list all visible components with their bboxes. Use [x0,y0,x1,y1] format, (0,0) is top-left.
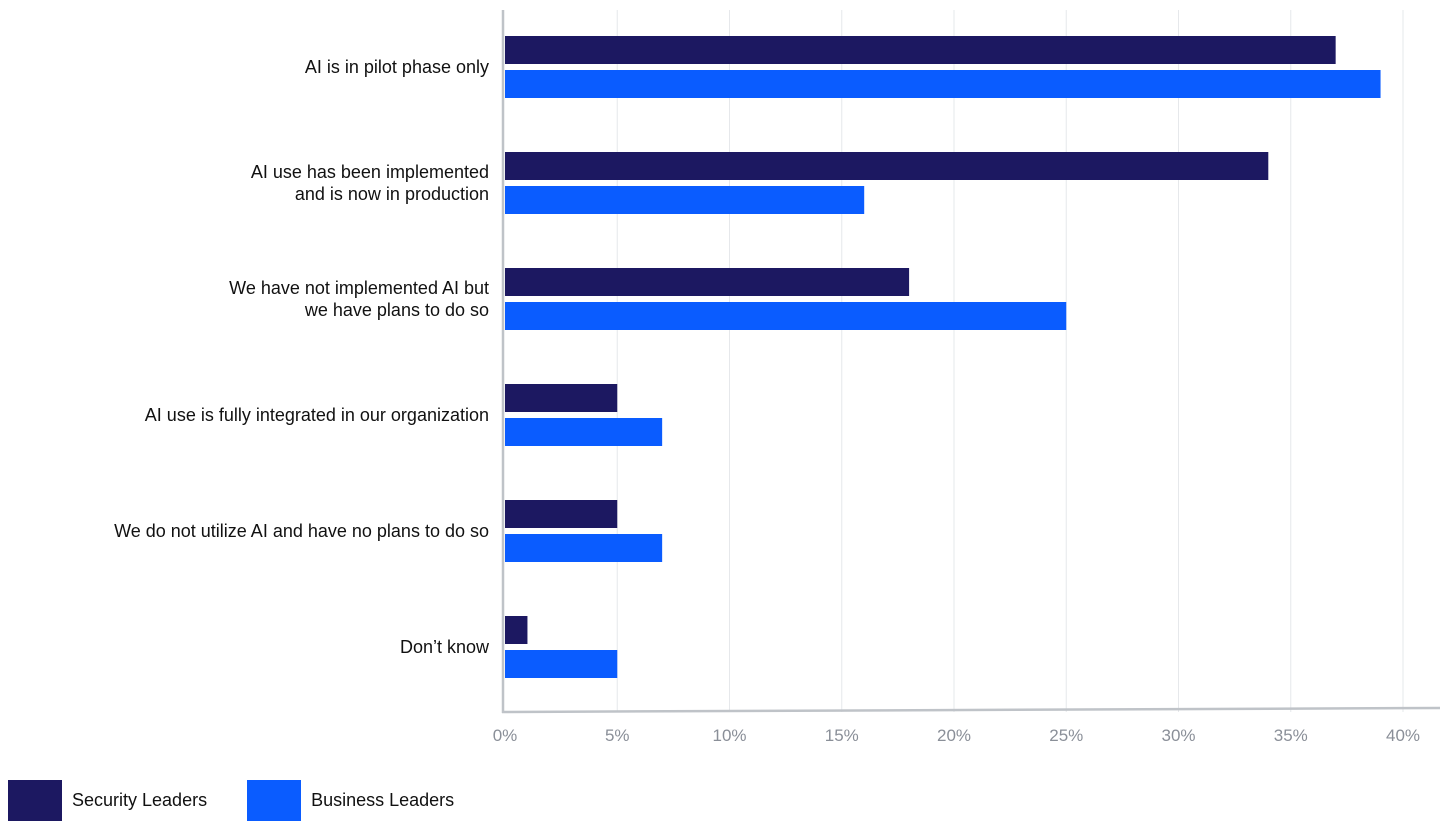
grid-lines [616,10,1404,712]
x-tick-label: 10% [712,726,746,745]
category-label: AI use has been implemented and is now in… [251,162,489,204]
bar-business-leaders[interactable] [505,650,618,678]
bar-security-leaders[interactable] [505,616,528,644]
bar-business-leaders[interactable] [505,534,663,562]
legend-item-security-leaders[interactable]: Security Leaders [8,780,207,821]
bar-business-leaders[interactable] [505,186,865,214]
x-tick-label: 0% [493,726,518,745]
bar-security-leaders[interactable] [505,152,1269,180]
category-labels: AI is in pilot phase only AI use has been… [114,57,490,657]
axes [501,10,1440,714]
x-tick-label: 30% [1161,726,1195,745]
bar-security-leaders[interactable] [505,36,1336,64]
category-label: We have not implemented AI but we have pl… [229,278,489,320]
x-tick-label: 15% [825,726,859,745]
legend-swatch-business-leaders [247,780,302,821]
x-axis-line [501,706,1440,714]
bar-security-leaders[interactable] [505,500,618,528]
category-label: We do not utilize AI and have no plans t… [114,521,489,541]
x-tick-label: 20% [937,726,971,745]
legend-label-security-leaders: Security Leaders [72,790,208,810]
bar-security-leaders[interactable] [505,268,910,296]
bar-business-leaders[interactable] [505,418,663,446]
bar-business-leaders[interactable] [505,70,1381,98]
legend: Security Leaders Business Leaders [8,780,494,821]
category-label: AI use is fully integrated in our organi… [145,405,489,425]
bar-chart: AI is in pilot phase only AI use has been… [114,10,1440,745]
x-tick-label: 5% [605,726,630,745]
bars [505,36,1381,678]
x-tick-label: 25% [1049,726,1083,745]
category-label: Don’t know [400,637,490,657]
bar-security-leaders[interactable] [505,384,618,412]
x-tick-labels: 0% 5% 10% 15% 20% 25% 30% 35% 40% [493,726,1420,745]
legend-item-business-leaders[interactable]: Business Leaders [247,780,454,821]
bar-business-leaders[interactable] [505,302,1067,330]
legend-label-business-leaders: Business Leaders [311,790,455,810]
category-label: AI is in pilot phase only [305,57,489,77]
x-tick-label: 35% [1274,726,1308,745]
x-tick-label: 40% [1386,726,1420,745]
legend-swatch-security-leaders [8,780,62,821]
